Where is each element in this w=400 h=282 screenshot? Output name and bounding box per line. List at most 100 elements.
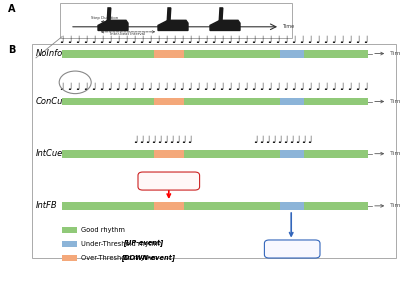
Text: ♩: ♩ (254, 135, 258, 145)
Polygon shape (158, 20, 188, 30)
FancyBboxPatch shape (32, 44, 396, 258)
Text: ♩: ♩ (172, 83, 176, 92)
Text: ♩: ♩ (308, 83, 312, 92)
Text: ♩: ♩ (302, 135, 306, 145)
Text: ♩: ♩ (284, 83, 288, 92)
Text: ♩: ♩ (332, 35, 336, 45)
FancyBboxPatch shape (264, 240, 320, 258)
Text: ♩: ♩ (268, 35, 272, 45)
Text: Increase: Increase (275, 246, 309, 252)
Text: ♩: ♩ (164, 83, 168, 92)
Bar (184, 202, 280, 210)
Polygon shape (98, 20, 128, 30)
Text: Time: Time (390, 99, 400, 104)
Text: ♩: ♩ (364, 35, 368, 45)
Text: ♩: ♩ (324, 35, 328, 45)
Bar (304, 50, 368, 58)
Text: ♩: ♩ (212, 83, 216, 92)
Text: ♩: ♩ (180, 35, 184, 45)
Text: ♩: ♩ (188, 35, 192, 45)
Text: ♩: ♩ (284, 135, 288, 145)
Text: ♩: ♩ (300, 35, 304, 45)
Text: ♩: ♩ (260, 83, 264, 92)
Polygon shape (210, 20, 240, 30)
Text: ♩: ♩ (316, 83, 320, 92)
Text: Time: Time (282, 24, 294, 29)
Text: ♩: ♩ (266, 135, 270, 145)
Text: ♩: ♩ (146, 135, 150, 145)
Text: ♩: ♩ (244, 35, 248, 45)
Text: [UP-event]: [UP-event] (122, 241, 163, 247)
Text: ♩: ♩ (68, 83, 72, 92)
Text: ♩: ♩ (188, 135, 192, 145)
Text: ♩: ♩ (324, 83, 328, 92)
Text: ♩: ♩ (364, 83, 368, 92)
Text: ♩: ♩ (100, 83, 104, 92)
Text: ♩: ♩ (84, 83, 88, 92)
Text: ♩: ♩ (116, 35, 120, 45)
Text: ♩: ♩ (278, 135, 282, 145)
Bar (154, 98, 184, 105)
Text: ♩: ♩ (134, 135, 138, 145)
Text: ♩: ♩ (356, 83, 360, 92)
Text: ♩: ♩ (116, 83, 120, 92)
Text: ♩: ♩ (76, 35, 80, 45)
Text: ♩: ♩ (92, 83, 96, 92)
Text: ♩: ♩ (260, 35, 264, 45)
Bar (184, 50, 280, 58)
Text: ♩: ♩ (156, 83, 160, 92)
Text: Over-Threshold rhythm: Over-Threshold rhythm (81, 255, 160, 261)
Text: Inter-beat Interval: Inter-beat Interval (110, 32, 146, 36)
Text: ♩: ♩ (220, 83, 224, 92)
Text: ♩: ♩ (204, 35, 208, 45)
Text: ♩: ♩ (148, 83, 152, 92)
Text: ♩: ♩ (260, 135, 264, 145)
Text: Step Duration: Step Duration (91, 16, 118, 20)
Polygon shape (219, 8, 223, 21)
Text: ♩: ♩ (124, 35, 128, 45)
Text: ♩: ♩ (156, 35, 160, 45)
Text: ♩: ♩ (76, 83, 80, 92)
Bar (184, 98, 280, 105)
Bar (154, 202, 184, 210)
Bar (62, 50, 154, 58)
Text: [DOWN-event]: [DOWN-event] (121, 255, 175, 261)
Text: ♩: ♩ (356, 35, 360, 45)
Text: ♩: ♩ (170, 135, 174, 145)
Bar (154, 150, 184, 158)
Text: ♩: ♩ (60, 83, 64, 92)
Text: ♩: ♩ (108, 35, 112, 45)
Text: IntFB: IntFB (36, 201, 58, 210)
Text: ♩: ♩ (292, 83, 296, 92)
Text: ♩: ♩ (158, 135, 162, 145)
Text: NoInfo: NoInfo (36, 49, 63, 58)
Text: ♩: ♩ (204, 83, 208, 92)
Bar (62, 202, 154, 210)
Text: ♩: ♩ (340, 35, 344, 45)
Bar (154, 50, 184, 58)
Text: ♩: ♩ (332, 83, 336, 92)
Bar (280, 50, 304, 58)
Text: ♩: ♩ (188, 83, 192, 92)
Bar (280, 98, 304, 105)
Text: ♩: ♩ (60, 35, 64, 45)
Text: ♩: ♩ (92, 35, 96, 45)
Text: Good rhythm: Good rhythm (81, 227, 125, 233)
Text: Under-Threshold rhythm: Under-Threshold rhythm (81, 241, 164, 247)
Text: ♩: ♩ (292, 35, 296, 45)
Text: ♩: ♩ (132, 83, 136, 92)
Bar (280, 150, 304, 158)
Text: Decrease: Decrease (150, 178, 187, 184)
Bar (62, 98, 154, 105)
Text: ♩: ♩ (268, 83, 272, 92)
Text: ♩: ♩ (252, 83, 256, 92)
Text: ♩: ♩ (228, 35, 232, 45)
Text: ♩: ♩ (182, 135, 186, 145)
Text: ♩: ♩ (196, 83, 200, 92)
Bar (304, 98, 368, 105)
Text: ♩: ♩ (220, 35, 224, 45)
Text: ♩: ♩ (176, 135, 180, 145)
Text: ♩: ♩ (244, 83, 248, 92)
Text: ♩: ♩ (152, 135, 156, 145)
Text: A: A (8, 4, 16, 14)
